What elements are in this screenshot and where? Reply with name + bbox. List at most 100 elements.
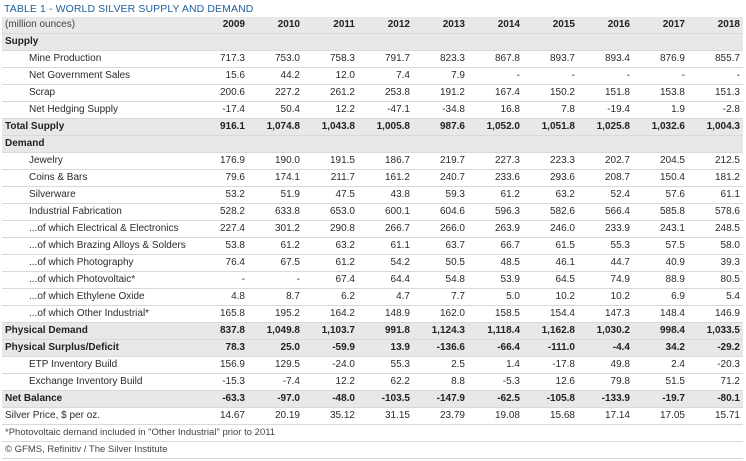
table-cell: 16.8 <box>468 101 523 119</box>
table-cell: 758.3 <box>303 50 358 68</box>
year-header: 2017 <box>633 17 688 34</box>
table-cell: -4.4 <box>578 339 633 357</box>
table-cell: 186.7 <box>358 152 413 170</box>
table-row: Silverware 53.2 51.9 47.5 43.8 59.3 61.2 63.2 52… <box>2 186 743 204</box>
table-cell: 154.4 <box>523 305 578 323</box>
table-cell: 43.8 <box>358 186 413 204</box>
table-cell: 23.79 <box>413 407 468 425</box>
table-cell: -20.3 <box>688 356 743 374</box>
table-cell: 17.14 <box>578 407 633 425</box>
table-row: Jewelry 176.9 190.0 191.5 186.7 219.7 227.3 223… <box>2 152 743 170</box>
table-cell: 1.4 <box>468 356 523 374</box>
table-cell: -47.1 <box>358 101 413 119</box>
table-cell: -29.2 <box>688 339 743 357</box>
table-cell: 63.7 <box>413 237 468 255</box>
table-cell: 12.2 <box>303 373 358 391</box>
table-cell: 7.7 <box>413 288 468 306</box>
table-cell: 15.68 <box>523 407 578 425</box>
table-cell: 61.1 <box>358 237 413 255</box>
year-header: 2015 <box>523 17 578 34</box>
table-cell <box>303 33 358 51</box>
table-cell: 61.1 <box>688 186 743 204</box>
table-title: TABLE 1 - WORLD SILVER SUPPLY AND DEMAND <box>4 3 254 15</box>
table-cell: 987.6 <box>413 118 468 136</box>
table-cell: 263.9 <box>468 220 523 238</box>
table-cell: 12.0 <box>303 67 358 85</box>
table-cell: 604.6 <box>413 203 468 221</box>
table-cell: 791.7 <box>358 50 413 68</box>
table-cell: 64.5 <box>523 271 578 289</box>
table-cell: 31.15 <box>358 407 413 425</box>
table-cell: 1,032.6 <box>633 118 688 136</box>
table-cell: 34.2 <box>633 339 688 357</box>
table-cell: 61.5 <box>523 237 578 255</box>
table-cell: - <box>688 67 743 85</box>
table-cell: -5.3 <box>468 373 523 391</box>
table-cell <box>413 33 468 51</box>
table-cell: 53.9 <box>468 271 523 289</box>
table-cell: 223.3 <box>523 152 578 170</box>
table-cell: 1,051.8 <box>523 118 578 136</box>
table-cell: 53.2 <box>193 186 248 204</box>
table-cell: -62.5 <box>468 390 523 408</box>
table-cell: 165.8 <box>193 305 248 323</box>
row-label: Scrap <box>2 84 193 102</box>
row-label: Supply <box>2 33 193 51</box>
table-cell: 17.05 <box>633 407 688 425</box>
table-cell: 1,074.8 <box>248 118 303 136</box>
row-label: Coins & Bars <box>2 169 193 187</box>
table-cell: 54.2 <box>358 254 413 272</box>
total-row: Physical Demand 837.8 1,049.8 1,103.7 991.8 1… <box>2 322 743 340</box>
table-cell: 48.5 <box>468 254 523 272</box>
silver-supply-demand-table: (million ounces) 2009 2010 2011 2012 201… <box>2 17 743 459</box>
table-cell: 74.9 <box>578 271 633 289</box>
table-cell: 266.0 <box>413 220 468 238</box>
table-cell <box>468 33 523 51</box>
table-cell <box>688 135 743 153</box>
table-cell: 837.8 <box>193 322 248 340</box>
table-cell: 7.8 <box>523 101 578 119</box>
table-cell: 54.8 <box>413 271 468 289</box>
table-cell: 1.9 <box>633 101 688 119</box>
table-cell: 301.2 <box>248 220 303 238</box>
table-cell: 176.9 <box>193 152 248 170</box>
row-label: Physical Demand <box>2 322 193 340</box>
table-cell: 71.2 <box>688 373 743 391</box>
table-cell: 76.4 <box>193 254 248 272</box>
table-cell <box>468 135 523 153</box>
table-cell: 61.2 <box>468 186 523 204</box>
table-cell <box>633 135 688 153</box>
table-cell: 219.7 <box>413 152 468 170</box>
table-cell: 66.7 <box>468 237 523 255</box>
table-cell: 40.9 <box>633 254 688 272</box>
table-cell: 63.2 <box>303 237 358 255</box>
year-header: 2011 <box>303 17 358 34</box>
year-header: 2009 <box>193 17 248 34</box>
table-cell: 1,124.3 <box>413 322 468 340</box>
total-row: Net Balance -63.3 -97.0 -48.0 -103.5 -147.9 -6… <box>2 390 743 408</box>
table-cell: 129.5 <box>248 356 303 374</box>
table-cell: -105.8 <box>523 390 578 408</box>
table-cell: 53.8 <box>193 237 248 255</box>
table-cell: -19.4 <box>578 101 633 119</box>
table-cell: 266.7 <box>358 220 413 238</box>
table-cell: -48.0 <box>303 390 358 408</box>
table-header-row: (million ounces) 2009 2010 2011 2012 201… <box>2 17 743 34</box>
table-cell: -133.9 <box>578 390 633 408</box>
table-cell: 208.7 <box>578 169 633 187</box>
table-cell <box>523 135 578 153</box>
total-row: Total Supply 916.1 1,074.8 1,043.8 1,005.8 98… <box>2 118 743 136</box>
table-cell: -59.9 <box>303 339 358 357</box>
table-cell: 47.5 <box>303 186 358 204</box>
table-cell: - <box>578 67 633 85</box>
table-cell: 146.9 <box>688 305 743 323</box>
table-cell: 261.2 <box>303 84 358 102</box>
table-cell: 6.9 <box>633 288 688 306</box>
table-cell: 148.9 <box>358 305 413 323</box>
row-label: Silverware <box>2 186 193 204</box>
table-cell: 998.4 <box>633 322 688 340</box>
row-label: Industrial Fabrication <box>2 203 193 221</box>
table-row: Coins & Bars 79.6 174.1 211.7 161.2 240.7 233.… <box>2 169 743 187</box>
table-cell: 10.2 <box>523 288 578 306</box>
table-cell: 240.7 <box>413 169 468 187</box>
